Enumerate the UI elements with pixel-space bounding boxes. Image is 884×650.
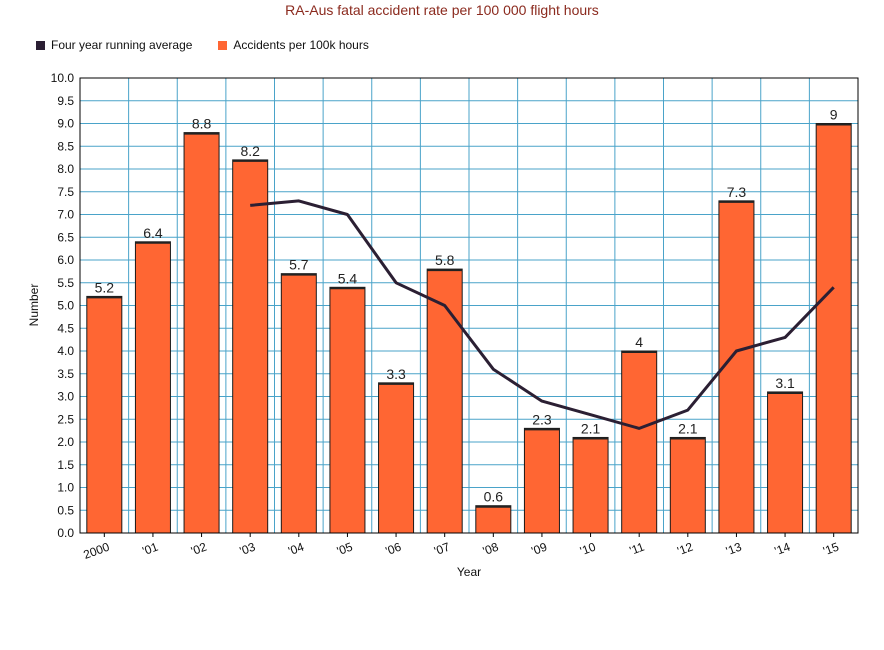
y-tick-label: 8.0 xyxy=(57,162,74,176)
axis-layer: 0.0 0.5 1.0 1.5 2.0 2.5 3.0 3.5 4.0 4.5 5.0 5.5 6.0 6… xyxy=(51,71,859,562)
bar xyxy=(475,505,512,534)
line-layer xyxy=(250,199,835,430)
data-label: 2.1 xyxy=(581,420,601,436)
legend-swatch-average xyxy=(36,40,45,50)
bar xyxy=(767,391,804,534)
legend-label-average: Four year running average xyxy=(51,38,193,52)
y-tick-label: 7.5 xyxy=(57,185,74,199)
bar xyxy=(378,382,415,534)
y-tick-label: 5.0 xyxy=(57,299,74,313)
data-label: 5.2 xyxy=(95,279,115,295)
bar xyxy=(426,268,463,534)
y-tick-label: 6.0 xyxy=(57,253,74,267)
y-tick-label: 4.0 xyxy=(57,344,74,358)
x-tick-label: '06 xyxy=(384,540,404,559)
x-tick-label: 2000 xyxy=(81,540,111,562)
legend-entry-accidents[interactable]: Accidents per 100k hours xyxy=(218,38,369,52)
legend: Four year running average Accidents per … xyxy=(36,38,395,52)
data-label: 5.7 xyxy=(289,257,309,273)
data-label: 3.3 xyxy=(386,366,406,382)
data-label: 9 xyxy=(830,107,838,123)
x-tick-label: '01 xyxy=(140,540,160,559)
x-tick-label: '13 xyxy=(724,540,744,559)
y-tick-label: 3.5 xyxy=(57,367,74,381)
bar xyxy=(523,427,560,534)
x-tick-label: '07 xyxy=(432,540,452,559)
x-tick-label: '11 xyxy=(628,540,647,558)
data-label: 5.4 xyxy=(338,270,358,286)
legend-swatch-accidents xyxy=(218,40,228,50)
y-tick-label: 1.0 xyxy=(57,481,74,495)
running-average-line xyxy=(250,199,835,430)
x-tick-label: '04 xyxy=(286,540,306,559)
x-tick-label: '08 xyxy=(481,540,501,559)
data-label: 8.8 xyxy=(192,116,212,132)
x-tick-label: '03 xyxy=(238,540,258,559)
plot-frame xyxy=(79,77,859,534)
y-axis-title: Number xyxy=(27,284,41,327)
bar xyxy=(134,241,171,534)
bar xyxy=(572,436,609,534)
data-label: 3.1 xyxy=(775,375,795,391)
data-label: 2.3 xyxy=(532,411,552,427)
y-tick-label: 4.5 xyxy=(57,321,74,335)
y-tick-label: 8.5 xyxy=(57,139,74,153)
data-label: 2.1 xyxy=(678,420,698,436)
x-axis-title: Year xyxy=(457,565,481,579)
y-tick-label: 0.0 xyxy=(57,526,74,540)
y-tick-label: 10.0 xyxy=(51,71,75,85)
x-tick-label: '09 xyxy=(529,540,549,559)
bar-layer: 5.2 6.4 8.8 8.2 5.7 5.4 3.3 5.8 0.6 2.3 2.1 4 2.1 7.3… xyxy=(86,107,852,534)
y-tick-label: 2.0 xyxy=(57,435,74,449)
data-label: 6.4 xyxy=(143,225,163,241)
y-tick-label: 1.5 xyxy=(57,458,74,472)
data-label: 0.6 xyxy=(484,489,504,505)
legend-entry-average[interactable]: Four year running average xyxy=(36,38,192,52)
x-tick-label: '10 xyxy=(578,540,598,559)
y-tick-label: 5.5 xyxy=(57,276,74,290)
data-label: 7.3 xyxy=(727,184,747,200)
bar xyxy=(280,273,317,534)
x-tick-label: '05 xyxy=(335,540,355,559)
x-tick-label: '02 xyxy=(189,540,209,559)
y-tick-label: 3.0 xyxy=(57,390,74,404)
y-tick-label: 7.0 xyxy=(57,208,74,222)
bar xyxy=(329,286,366,534)
bar xyxy=(815,123,852,534)
bar xyxy=(183,132,220,534)
data-label: 5.8 xyxy=(435,252,455,268)
bar xyxy=(232,159,269,534)
y-tick-label: 9.5 xyxy=(57,94,74,108)
bar xyxy=(621,350,658,534)
bar xyxy=(669,436,706,534)
legend-label-accidents: Accidents per 100k hours xyxy=(233,38,369,52)
y-tick-label: 2.5 xyxy=(57,412,74,426)
data-label: 4 xyxy=(635,334,643,350)
y-tick-label: 9.0 xyxy=(57,117,74,131)
y-tick-label: 0.5 xyxy=(57,503,74,517)
bar xyxy=(86,295,123,534)
x-tick-label: '12 xyxy=(675,540,695,559)
y-tick-label: 6.5 xyxy=(57,230,74,244)
x-tick-label: '14 xyxy=(773,540,793,559)
data-label: 8.2 xyxy=(240,143,260,159)
x-tick-label: '15 xyxy=(821,540,841,559)
chart-title: RA-Aus fatal accident rate per 100 000 f… xyxy=(285,2,599,18)
